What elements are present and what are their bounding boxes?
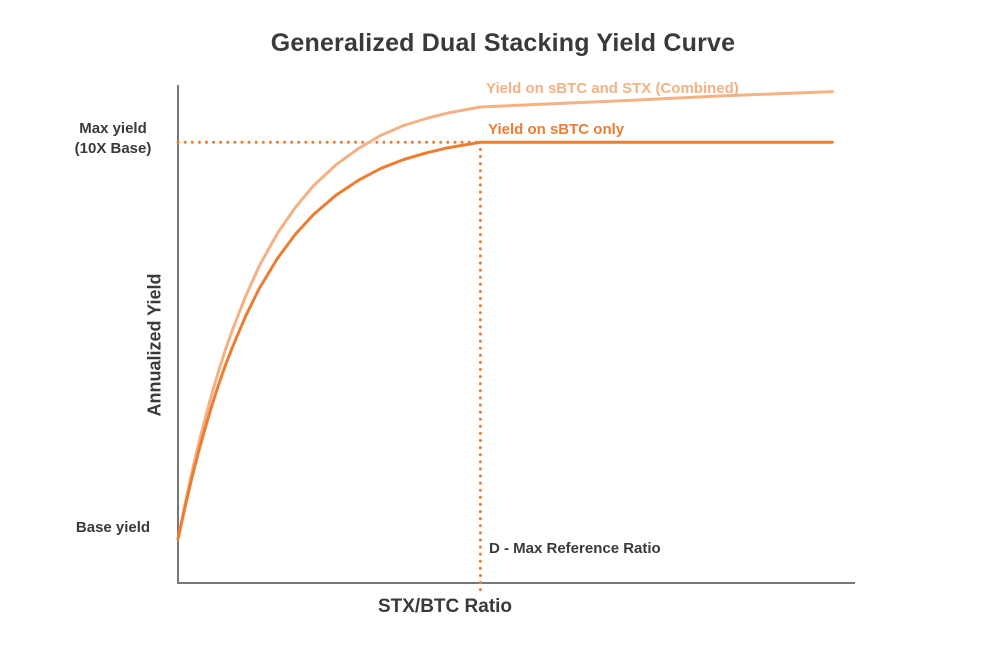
reference-ratio-annotation: D - Max Reference Ratio bbox=[489, 540, 661, 557]
axis-lines bbox=[177, 85, 855, 584]
sbtc-series-label: Yield on sBTC only bbox=[488, 121, 625, 138]
combined-yield-curve bbox=[176, 90, 834, 541]
base-yield-annotation: Base yield bbox=[75, 519, 151, 536]
max-yield-annotation-line1: Max yield bbox=[79, 120, 147, 137]
max-yield-annotation-line2: (10X Base) bbox=[74, 140, 152, 157]
max-yield-annotation: Max yield (10X Base) bbox=[53, 119, 173, 159]
chart-title: Generalized Dual Stacking Yield Curve bbox=[270, 29, 736, 57]
y-axis-label: Annualized Yield bbox=[144, 273, 165, 417]
x-axis-label: STX/BTC Ratio bbox=[377, 596, 513, 617]
sbtc-yield-curve bbox=[176, 140, 834, 541]
combined-series-label: Yield on sBTC and STX (Combined) bbox=[486, 80, 739, 97]
